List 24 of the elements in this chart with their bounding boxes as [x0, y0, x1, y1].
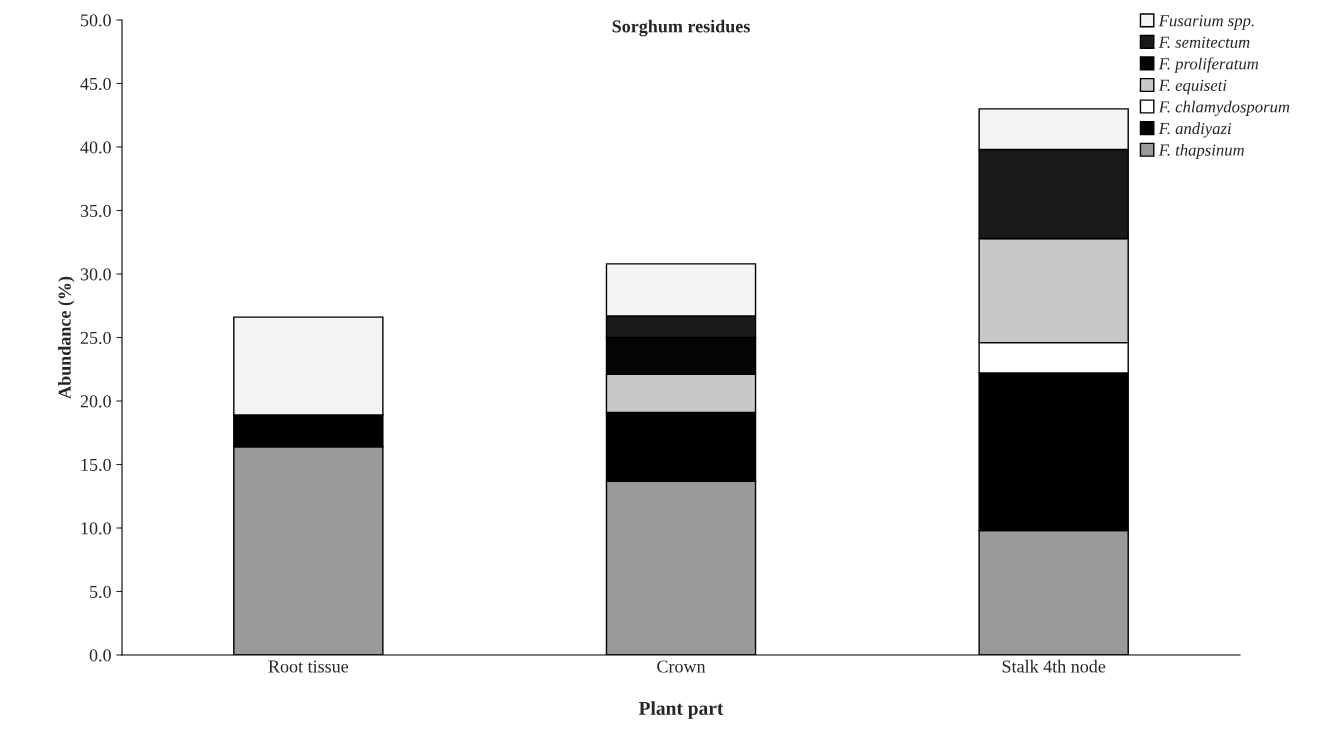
legend-label: F. proliferatum [1158, 57, 1259, 73]
y-tick-label: 5.0 [90, 585, 111, 599]
chart-title: Sorghum residues [612, 19, 750, 37]
y-tick-label: 0.0 [89, 649, 111, 662]
y-tick-label: 10.0 [81, 522, 111, 535]
legend-label: F. semitectum [1158, 36, 1250, 48]
y-tick-label: 20.0 [80, 395, 111, 408]
legend-label: F. chlamydosporum [1158, 100, 1290, 116]
x-tick-label: Root tissue [268, 660, 349, 673]
y-tick-label: 45.0 [80, 77, 111, 91]
y-axis-title: Abundance (%) [58, 276, 75, 399]
legend-label: F. thapsinum [1158, 143, 1244, 160]
x-tick-label: Crown [657, 660, 706, 673]
y-tick-label: 50.0 [81, 14, 111, 27]
y-tick-label: 25.0 [80, 331, 111, 345]
y-tick-label: 40.0 [80, 141, 111, 154]
legend-label: Fusarium spp. [1158, 15, 1254, 30]
y-tick-label: 15.0 [81, 458, 111, 472]
legend-label: F. andiyazi [1158, 122, 1232, 138]
y-tick-label: 35.0 [80, 204, 111, 218]
x-axis-title: Plant part [638, 701, 724, 719]
x-tick-label: Stalk 4th node [1002, 659, 1106, 673]
legend-label: F. equiseti [1158, 79, 1227, 95]
y-tick-label: 30.0 [80, 268, 111, 281]
